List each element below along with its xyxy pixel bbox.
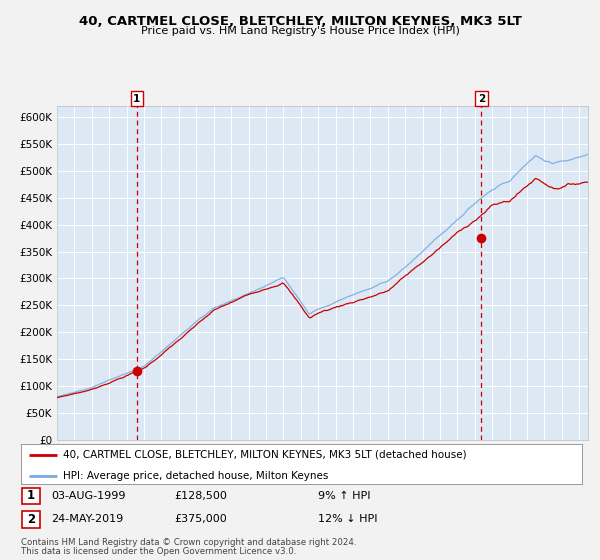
Text: 12% ↓ HPI: 12% ↓ HPI: [318, 515, 377, 524]
Text: HPI: Average price, detached house, Milton Keynes: HPI: Average price, detached house, Milt…: [63, 470, 328, 480]
Text: 40, CARTMEL CLOSE, BLETCHLEY, MILTON KEYNES, MK3 5LT: 40, CARTMEL CLOSE, BLETCHLEY, MILTON KEY…: [79, 15, 521, 28]
Text: 03-AUG-1999: 03-AUG-1999: [51, 491, 125, 501]
Text: Contains HM Land Registry data © Crown copyright and database right 2024.: Contains HM Land Registry data © Crown c…: [21, 538, 356, 547]
Text: Price paid vs. HM Land Registry's House Price Index (HPI): Price paid vs. HM Land Registry's House …: [140, 26, 460, 36]
Text: 2: 2: [478, 94, 485, 104]
Text: 2: 2: [27, 513, 35, 526]
Text: 40, CARTMEL CLOSE, BLETCHLEY, MILTON KEYNES, MK3 5LT (detached house): 40, CARTMEL CLOSE, BLETCHLEY, MILTON KEY…: [63, 450, 467, 460]
Text: 1: 1: [133, 94, 140, 104]
Text: 1: 1: [27, 489, 35, 502]
Text: This data is licensed under the Open Government Licence v3.0.: This data is licensed under the Open Gov…: [21, 547, 296, 556]
Text: £375,000: £375,000: [174, 515, 227, 524]
Text: 9% ↑ HPI: 9% ↑ HPI: [318, 491, 371, 501]
Text: 24-MAY-2019: 24-MAY-2019: [51, 515, 123, 524]
Text: £128,500: £128,500: [174, 491, 227, 501]
